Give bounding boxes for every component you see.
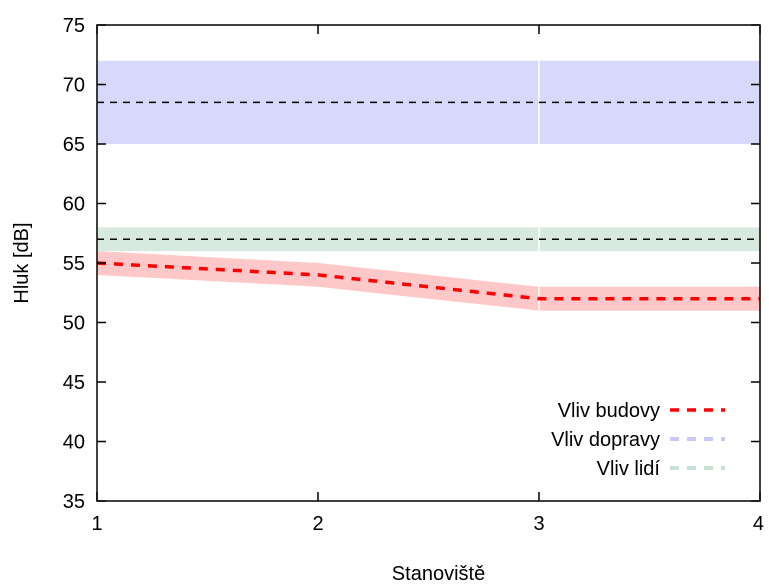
y-tick-label-55: 55 xyxy=(63,253,85,275)
bands-layer xyxy=(97,60,760,311)
x-tick-label-4: 4 xyxy=(753,513,764,535)
series-line-vliv-budovy xyxy=(96,261,760,301)
legend: Vliv budovy Vliv dopravy Vliv lidí xyxy=(551,400,725,480)
y-tick-label-50: 50 xyxy=(63,313,85,335)
y-tick-label-70: 70 xyxy=(63,75,85,97)
y-tick-label-45: 45 xyxy=(63,372,85,394)
y-tick-label-65: 65 xyxy=(63,134,85,156)
y-tick-label-75: 75 xyxy=(63,15,85,37)
band-1 xyxy=(97,251,760,311)
y-tick-label-35: 35 xyxy=(63,491,85,513)
legend-label-2: Vliv dopravy xyxy=(551,429,660,451)
x-tick-label-2: 2 xyxy=(312,513,323,535)
x-tick-label-1: 1 xyxy=(91,513,102,535)
x-tick-label-3: 3 xyxy=(533,513,544,535)
y-tick-label-60: 60 xyxy=(63,194,85,216)
legend-label-1: Vliv budovy xyxy=(558,400,660,422)
legend-label-3: Vliv lidí xyxy=(597,458,661,480)
y-axis-label: Hluk [dB] xyxy=(11,222,33,303)
reference-layer xyxy=(97,101,760,240)
ticks-layer: 35 40 45 50 55 60 65 70 75 1 2 3 4 xyxy=(63,15,764,535)
series-layer xyxy=(96,261,760,301)
x-axis-label: Stanoviště xyxy=(392,563,485,585)
y-tick-label-40: 40 xyxy=(63,432,85,454)
